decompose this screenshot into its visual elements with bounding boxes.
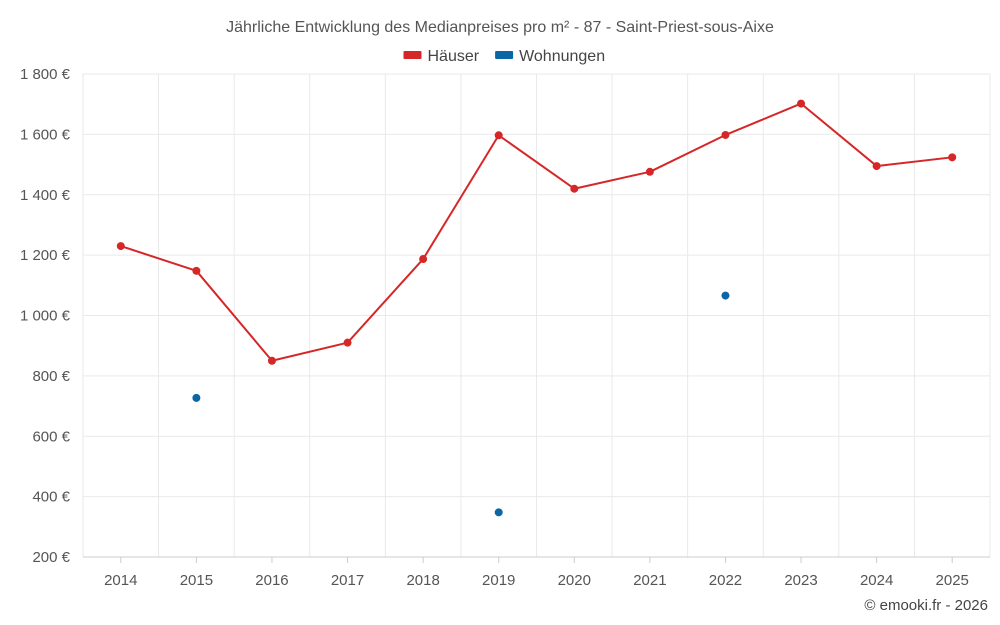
series-layer: [116, 99, 957, 517]
y-tick-label: 1 600 €: [20, 126, 71, 143]
x-tick-label: 2019: [482, 572, 515, 589]
x-tick-label: 2016: [255, 572, 288, 589]
y-tick-label: 600 €: [32, 428, 70, 445]
x-axis: 2014 2015 2016 2017 2018 2019 2020 2021 2022 2023…: [83, 556, 990, 589]
data-point-wohnungen: [721, 291, 730, 300]
data-point-h-user: [116, 242, 125, 251]
x-tick-label: 2025: [936, 572, 969, 589]
x-tick-label: 2022: [709, 572, 742, 589]
grid: [82, 73, 991, 558]
y-axis: 200 € 400 € 600 € 800 € 1 000 € 1 200 € 1 400 …: [20, 66, 71, 566]
credit-text: © emooki.fr - 2026: [864, 597, 988, 614]
data-point-h-user: [494, 131, 503, 140]
x-tick-label: 2018: [406, 572, 439, 589]
y-tick-label: 200 €: [32, 549, 70, 566]
data-point-wohnungen: [494, 508, 503, 517]
legend-swatch: [403, 51, 422, 59]
y-tick-label: 400 €: [32, 489, 70, 506]
data-point-h-user: [721, 130, 730, 139]
x-tick-label: 2014: [104, 572, 137, 589]
y-tick-label: 1 000 €: [20, 308, 71, 325]
data-point-h-user: [948, 153, 957, 162]
x-tick-label: 2024: [860, 572, 893, 589]
data-point-h-user: [267, 356, 276, 365]
y-tick-label: 1 800 €: [20, 66, 71, 83]
data-point-h-user: [419, 255, 428, 264]
x-tick-label: 2015: [180, 572, 213, 589]
data-point-h-user: [872, 162, 881, 171]
y-tick-label: 1 200 €: [20, 247, 71, 264]
legend: Häuser Wohnungen: [403, 48, 605, 65]
x-tick-label: 2017: [331, 572, 364, 589]
y-tick-label: 800 €: [32, 368, 70, 385]
data-point-h-user: [570, 184, 579, 193]
series-line-h-user: [120, 102, 953, 362]
legend-label: Häuser: [428, 48, 480, 65]
x-tick-label: 2021: [633, 572, 666, 589]
data-point-h-user: [343, 338, 352, 347]
legend-label: Wohnungen: [519, 48, 605, 65]
x-tick-label: 2023: [784, 572, 817, 589]
legend-swatch: [495, 51, 514, 59]
y-tick-label: 1 400 €: [20, 187, 71, 204]
legend-item-h-user: Häuser: [403, 48, 480, 65]
data-point-wohnungen: [192, 393, 201, 402]
chart-title: Jährliche Entwicklung des Medianpreises …: [226, 19, 774, 36]
x-tick-label: 2020: [558, 572, 591, 589]
legend-item-wohnungen: Wohnungen: [495, 48, 605, 65]
data-point-h-user: [645, 167, 654, 176]
data-point-h-user: [797, 99, 806, 108]
data-point-h-user: [192, 266, 201, 275]
